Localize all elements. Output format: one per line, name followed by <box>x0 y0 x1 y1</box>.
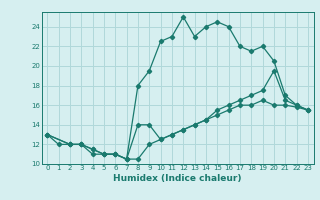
X-axis label: Humidex (Indice chaleur): Humidex (Indice chaleur) <box>113 174 242 183</box>
